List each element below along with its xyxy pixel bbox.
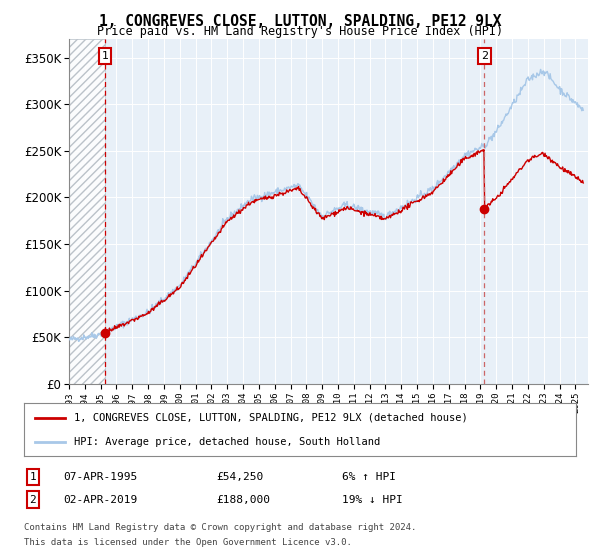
Text: Contains HM Land Registry data © Crown copyright and database right 2024.: Contains HM Land Registry data © Crown c… <box>24 523 416 532</box>
Text: £54,250: £54,250 <box>216 472 263 482</box>
Text: 1: 1 <box>29 472 37 482</box>
Text: 02-APR-2019: 02-APR-2019 <box>63 494 137 505</box>
Text: 1: 1 <box>101 51 109 61</box>
Text: £188,000: £188,000 <box>216 494 270 505</box>
Text: Price paid vs. HM Land Registry's House Price Index (HPI): Price paid vs. HM Land Registry's House … <box>97 25 503 38</box>
Text: 2: 2 <box>29 494 37 505</box>
Text: 1, CONGREVES CLOSE, LUTTON, SPALDING, PE12 9LX (detached house): 1, CONGREVES CLOSE, LUTTON, SPALDING, PE… <box>74 413 467 423</box>
Text: HPI: Average price, detached house, South Holland: HPI: Average price, detached house, Sout… <box>74 436 380 446</box>
Text: 6% ↑ HPI: 6% ↑ HPI <box>342 472 396 482</box>
Text: This data is licensed under the Open Government Licence v3.0.: This data is licensed under the Open Gov… <box>24 538 352 547</box>
Text: 19% ↓ HPI: 19% ↓ HPI <box>342 494 403 505</box>
Text: 07-APR-1995: 07-APR-1995 <box>63 472 137 482</box>
Text: 2: 2 <box>481 51 488 61</box>
Bar <box>69 39 105 384</box>
Text: 1, CONGREVES CLOSE, LUTTON, SPALDING, PE12 9LX: 1, CONGREVES CLOSE, LUTTON, SPALDING, PE… <box>99 14 501 29</box>
